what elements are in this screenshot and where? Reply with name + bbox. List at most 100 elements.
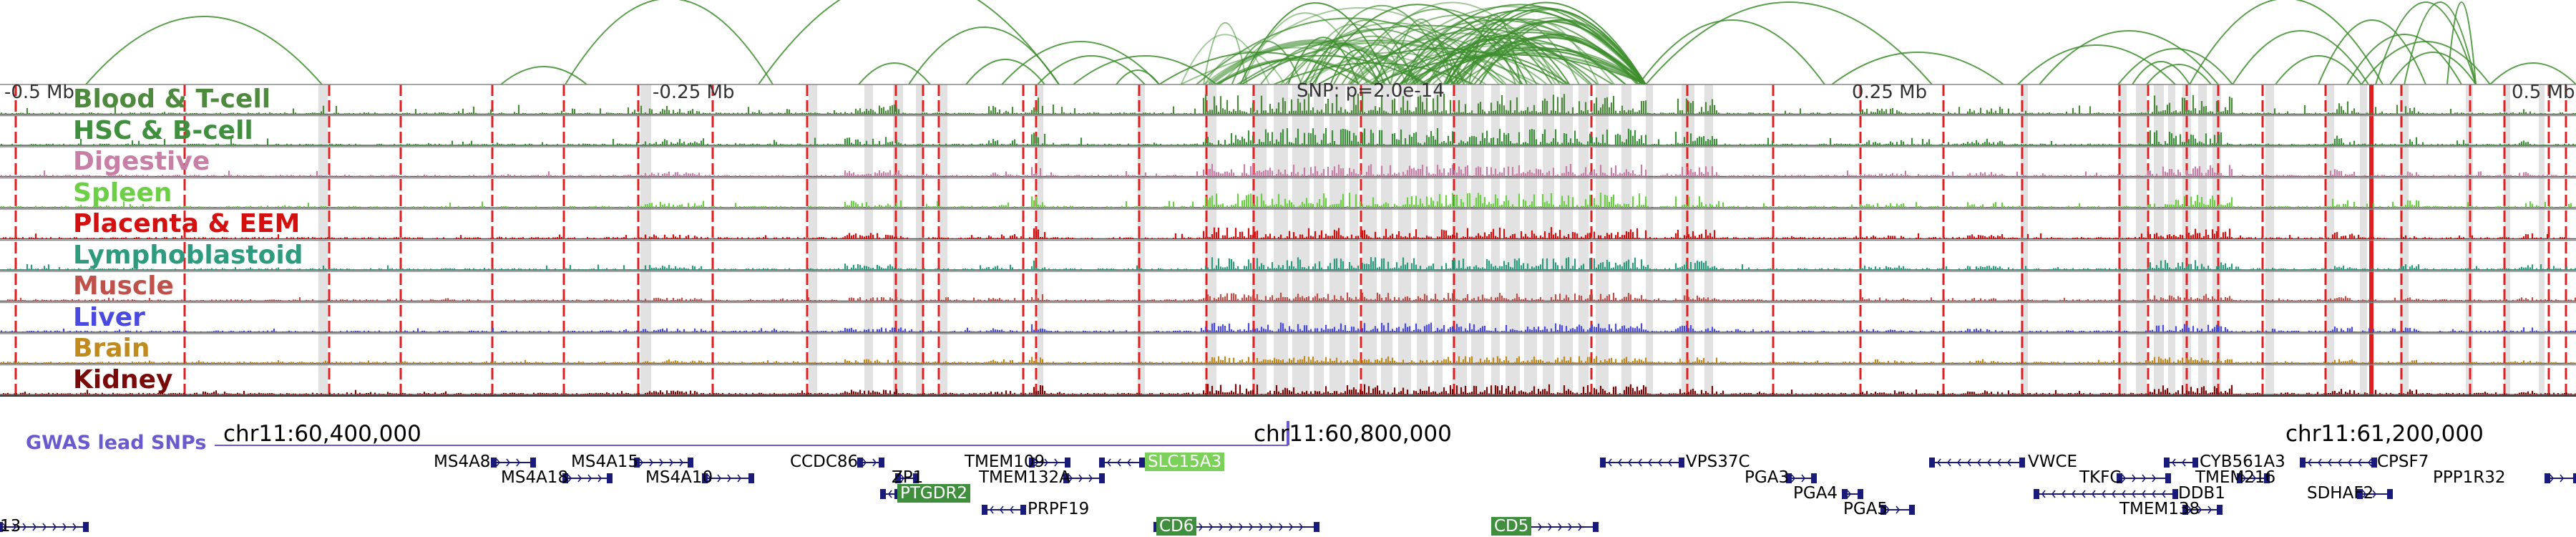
strand-arrow	[516, 458, 521, 467]
exon-block	[2264, 473, 2270, 483]
strand-arrow	[1054, 458, 1059, 467]
gene-model	[2117, 473, 2171, 483]
exon-block	[1139, 458, 1145, 468]
strand-arrow	[2307, 458, 2312, 467]
strand-arrow	[2317, 458, 2322, 467]
strand-arrow	[2132, 474, 2137, 483]
red-dashed-marks	[14, 84, 2567, 396]
strand-arrow	[669, 458, 674, 467]
gene-model	[0, 522, 89, 532]
gene-model	[857, 458, 884, 468]
strand-arrow	[1034, 458, 1039, 467]
gene-model	[702, 473, 754, 483]
exon-block	[1929, 458, 1935, 468]
strand-arrow	[2197, 505, 2202, 514]
signal-track	[0, 364, 2576, 395]
interaction-arc	[1241, 42, 1517, 84]
coordinate-label: chr11:61,200,000	[2285, 421, 2484, 447]
gene-label: TMEM132A	[979, 468, 1070, 487]
gene-label: ZP1	[892, 468, 924, 487]
strand-arrow	[1617, 458, 1622, 467]
strand-arrow	[2051, 490, 2056, 498]
strand-arrow	[577, 474, 582, 483]
gene-model	[1063, 473, 1105, 483]
interaction-arc	[2346, 34, 2462, 84]
strand-arrow	[597, 474, 602, 483]
strand-arrow	[2041, 490, 2046, 498]
strand-arrow	[1885, 505, 1890, 514]
interaction-arc	[1831, 52, 2004, 84]
exon-block	[2172, 489, 2178, 499]
interaction-arc	[1073, 55, 1217, 84]
interaction-arc	[2489, 62, 2576, 84]
strand-arrow	[1936, 458, 1941, 467]
strand-arrow	[62, 523, 67, 531]
exon-block	[1909, 505, 1915, 515]
signal-bars	[0, 93, 2576, 115]
exon-block	[2237, 473, 2243, 483]
strand-arrow	[1986, 458, 1991, 467]
strand-arrow	[999, 505, 1004, 514]
interaction-arc	[1645, 1, 1933, 84]
strand-arrow	[649, 458, 654, 467]
strand-arrow	[1116, 458, 1121, 467]
exon-block	[748, 473, 754, 483]
gwas-snp-track	[215, 421, 1289, 446]
strand-arrow	[1976, 458, 1981, 467]
strand-arrow	[2006, 458, 2011, 467]
interaction-arc	[1349, 14, 1567, 84]
signal-bars	[6, 292, 2576, 301]
exon-block	[857, 458, 863, 468]
interaction-arc	[1450, 37, 1646, 84]
strand-arrow	[2131, 490, 2136, 498]
strand-arrow	[506, 458, 511, 467]
gene-model	[2237, 473, 2270, 483]
signal-track	[0, 84, 2576, 115]
gene-label: CPSF7	[2377, 453, 2429, 471]
gene-label: PTGDR2	[897, 484, 971, 503]
gwas-lead-snps-label: GWAS lead SNPs	[26, 432, 207, 454]
interaction-arc	[2446, 1, 2477, 84]
signal-bars	[2, 257, 2576, 270]
strand-arrow	[1229, 523, 1234, 531]
exon-block	[1029, 458, 1035, 468]
exon-block	[1593, 522, 1599, 532]
gene-label: TMEM109	[965, 453, 1045, 471]
interaction-arc	[965, 59, 1045, 84]
gene-model	[1600, 458, 1684, 468]
axis-tick-label: -0.25 Mb	[653, 82, 735, 103]
exon-block	[2034, 489, 2039, 499]
exon-block	[530, 458, 536, 468]
interaction-arc	[758, 0, 1060, 84]
strand-arrow	[2152, 474, 2157, 483]
strand-arrow	[659, 458, 664, 467]
interaction-arc	[565, 0, 774, 84]
exon-block	[982, 505, 987, 515]
exon-block	[879, 458, 884, 468]
gene-label: VWCE	[2028, 453, 2078, 471]
strand-arrow	[1239, 523, 1244, 531]
track-label: Muscle	[73, 271, 174, 301]
strand-arrow	[567, 474, 572, 483]
strand-arrow	[32, 523, 37, 531]
interaction-arc	[1287, 37, 1360, 84]
gene-model	[1029, 458, 1070, 468]
interaction-arc	[1455, 21, 1646, 84]
exon-block	[0, 522, 3, 532]
interaction-arc	[1370, 6, 1646, 84]
track-label: Kidney	[73, 364, 173, 395]
signal-track	[0, 177, 2576, 208]
interaction-arc	[1443, 39, 1528, 84]
interaction-arc	[2404, 1, 2477, 84]
exon-block	[1020, 505, 1026, 515]
signal-track	[0, 115, 2576, 146]
track-label: Blood & T-cell	[73, 84, 271, 114]
strand-arrow	[52, 523, 57, 531]
exon-block	[2357, 489, 2363, 499]
highlight-bands	[318, 84, 2545, 396]
gene-label: PGA5	[1843, 500, 1888, 518]
interaction-arc	[1312, 4, 1523, 84]
interaction-arc	[1215, 58, 1375, 84]
strand-arrow	[42, 523, 47, 531]
interaction-arc	[2039, 30, 2219, 84]
